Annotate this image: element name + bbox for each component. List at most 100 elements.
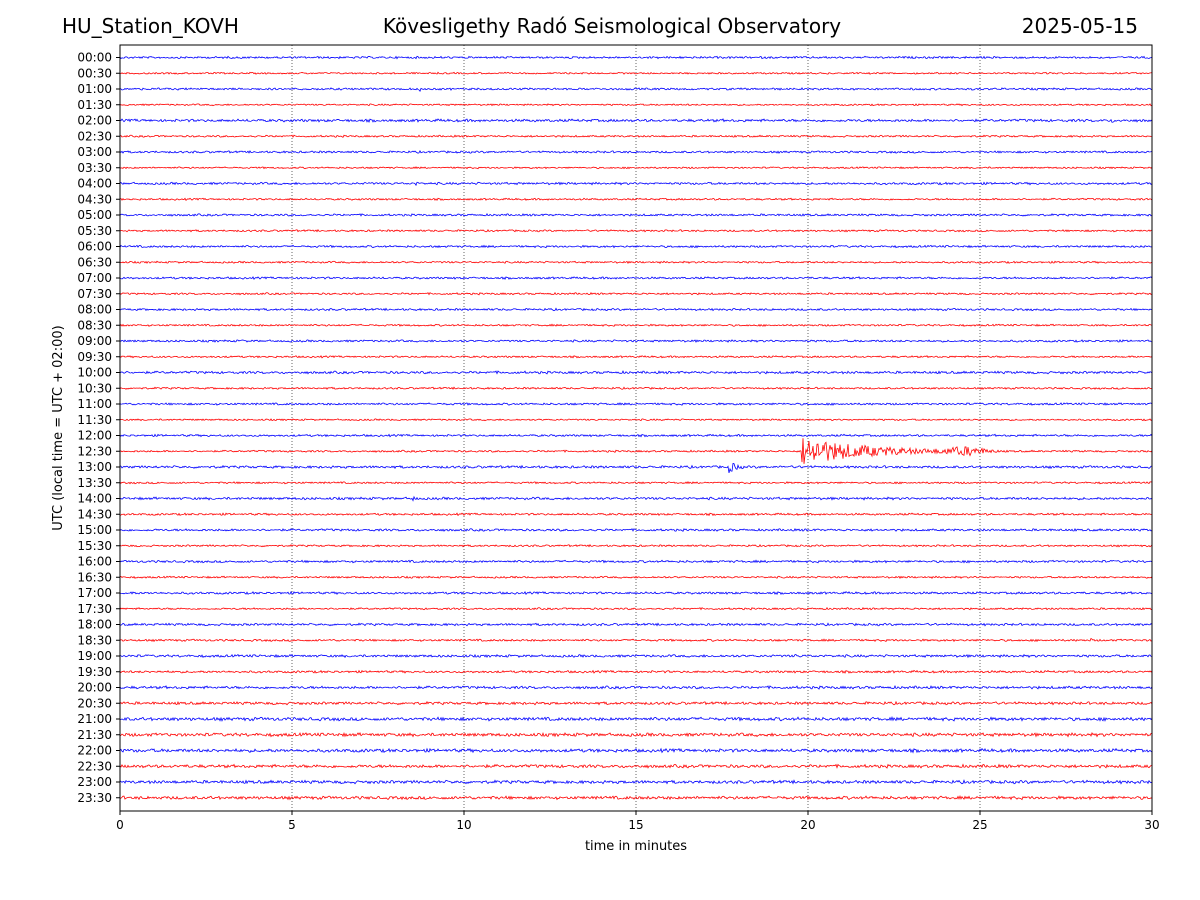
y-tick-label: 16:00 xyxy=(77,555,112,569)
y-tick-label: 01:30 xyxy=(77,98,112,112)
y-tick-label: 01:00 xyxy=(77,82,112,96)
y-tick-label: 08:00 xyxy=(77,303,112,317)
y-tick-label: 05:30 xyxy=(77,224,112,238)
trace-0330 xyxy=(119,166,1153,170)
y-tick-label: 16:30 xyxy=(77,570,112,584)
trace-1530 xyxy=(119,543,1153,548)
y-tick-label: 02:00 xyxy=(77,114,112,128)
trace-0830 xyxy=(119,323,1153,327)
x-axis-ticks: 0 5 10 15 20 25 30 xyxy=(116,811,1160,832)
trace-1400 xyxy=(119,495,1153,502)
y-tick-label: 12:00 xyxy=(77,429,112,443)
y-tick-label: 20:00 xyxy=(77,681,112,695)
y-tick-label: 04:00 xyxy=(77,177,112,191)
chart-title: Kövesligethy Radó Seismological Observat… xyxy=(382,14,842,38)
x-tick-label: 5 xyxy=(288,818,296,832)
trace-0930 xyxy=(119,355,1153,359)
date-label: 2025-05-15 xyxy=(1021,14,1138,38)
y-tick-label: 06:00 xyxy=(77,240,112,254)
trace-1830 xyxy=(119,637,1153,643)
trace-0230 xyxy=(119,134,1153,138)
trace-2030 xyxy=(119,700,1153,706)
trace-1100 xyxy=(119,402,1153,406)
x-tick-label: 15 xyxy=(628,818,643,832)
y-tick-label: 20:30 xyxy=(77,696,112,710)
x-tick-label: 30 xyxy=(1144,818,1159,832)
y-tick-label: 10:00 xyxy=(77,366,112,380)
y-axis-label: UTC (local time = UTC + 02:00) xyxy=(51,325,66,530)
station-name: HU_Station_KOVH xyxy=(62,14,239,38)
y-tick-label: 07:30 xyxy=(77,287,112,301)
trace-0600 xyxy=(119,244,1153,249)
y-tick-label: 18:00 xyxy=(77,618,112,632)
y-tick-label: 03:00 xyxy=(77,145,112,159)
trace-1630 xyxy=(119,575,1153,579)
trace-0800 xyxy=(119,307,1153,312)
y-tick-label: 09:30 xyxy=(77,350,112,364)
trace-0900 xyxy=(119,339,1153,343)
y-tick-label: 12:30 xyxy=(77,444,112,458)
trace-2230 xyxy=(119,763,1153,769)
trace-1430 xyxy=(119,512,1153,517)
trace-0130 xyxy=(119,103,1153,107)
trace-2000 xyxy=(119,685,1153,690)
trace-2330 xyxy=(119,794,1153,801)
trace-0200 xyxy=(119,118,1153,124)
y-tick-label: 10:30 xyxy=(77,381,112,395)
trace-2100 xyxy=(119,716,1153,722)
y-tick-label: 19:30 xyxy=(77,665,112,679)
y-tick-label: 09:00 xyxy=(77,334,112,348)
y-tick-label: 23:00 xyxy=(77,775,112,789)
trace-1230 xyxy=(119,438,1153,464)
y-tick-label: 21:00 xyxy=(77,712,112,726)
y-tick-label: 08:30 xyxy=(77,318,112,332)
trace-1500 xyxy=(119,527,1153,532)
trace-1900 xyxy=(119,653,1153,659)
trace-1930 xyxy=(119,669,1153,674)
trace-0700 xyxy=(120,276,1153,280)
y-tick-label: 18:30 xyxy=(77,633,112,647)
y-tick-label: 07:00 xyxy=(77,271,112,285)
x-axis-label: time in minutes xyxy=(585,839,687,854)
trace-1700 xyxy=(119,590,1153,596)
trace-0430 xyxy=(119,197,1153,202)
trace-0100 xyxy=(119,87,1153,93)
x-tick-label: 0 xyxy=(116,818,124,832)
y-tick-label: 11:00 xyxy=(77,397,112,411)
trace-1730 xyxy=(119,606,1153,611)
y-tick-label: 21:30 xyxy=(77,728,112,742)
trace-0400 xyxy=(119,181,1153,187)
y-tick-label: 00:00 xyxy=(77,51,112,65)
trace-layer xyxy=(119,55,1153,801)
y-tick-label: 17:00 xyxy=(77,586,112,600)
trace-1000 xyxy=(119,370,1153,375)
trace-0300 xyxy=(119,150,1153,154)
y-tick-label: 15:30 xyxy=(77,539,112,553)
y-tick-label: 06:30 xyxy=(77,255,112,269)
trace-2200 xyxy=(119,747,1153,754)
trace-0630 xyxy=(119,260,1153,264)
trace-0000 xyxy=(119,55,1153,60)
x-tick-label: 25 xyxy=(972,818,987,832)
trace-0030 xyxy=(119,71,1153,75)
y-tick-label: 03:30 xyxy=(77,161,112,175)
trace-1300 xyxy=(119,463,1153,474)
y-tick-label: 14:30 xyxy=(77,507,112,521)
y-tick-label: 04:30 xyxy=(77,192,112,206)
trace-1200 xyxy=(119,433,1153,438)
y-tick-label: 13:00 xyxy=(77,460,112,474)
trace-1130 xyxy=(119,418,1153,422)
y-tick-label: 00:30 xyxy=(77,66,112,80)
y-tick-label: 23:30 xyxy=(77,791,112,805)
trace-1030 xyxy=(119,386,1153,390)
trace-0500 xyxy=(119,213,1153,217)
y-tick-label: 22:00 xyxy=(77,744,112,758)
trace-2300 xyxy=(119,779,1153,785)
y-tick-label: 22:30 xyxy=(77,759,112,773)
y-tick-label: 13:30 xyxy=(77,476,112,490)
x-tick-label: 20 xyxy=(800,818,815,832)
trace-1800 xyxy=(119,622,1153,627)
trace-0730 xyxy=(119,291,1153,296)
trace-2130 xyxy=(119,731,1153,738)
